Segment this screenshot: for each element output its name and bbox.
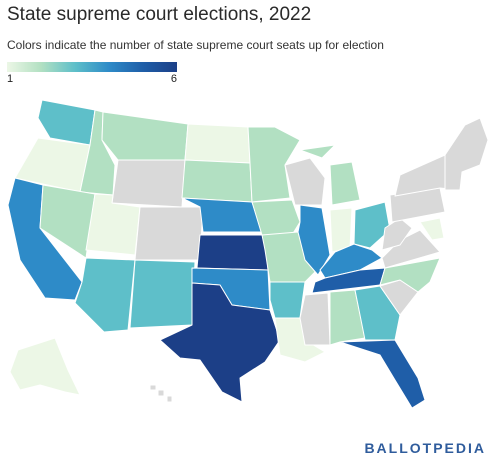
map-title: State supreme court elections, 2022 [7,4,312,25]
state-tx[interactable] [159,282,281,403]
state-az[interactable] [74,257,136,333]
color-legend: 1 6 [7,62,177,86]
legend-min-label: 1 [7,73,14,85]
state-md[interactable] [419,217,445,241]
state-co[interactable] [134,206,204,261]
state-wa[interactable] [37,99,96,146]
state-fl[interactable] [339,339,426,409]
state-ar[interactable] [269,281,306,319]
state-mi[interactable] [299,144,361,206]
state-al[interactable] [329,289,366,346]
state-ks[interactable] [196,234,269,271]
ballotpedia-logo: BALLOTPEDIA [364,440,486,456]
state-oh[interactable] [353,201,391,249]
state-nc[interactable] [379,257,441,293]
legend-gradient-bar [7,62,177,72]
state-il[interactable] [297,204,331,276]
legend-max-label: 6 [170,73,177,85]
state-nd[interactable] [184,123,251,164]
state-in[interactable] [329,207,353,253]
state-new-england[interactable] [444,117,489,191]
state-ne[interactable] [181,197,263,233]
state-mt[interactable] [101,111,189,161]
map-subtitle: Colors indicate the number of state supr… [7,38,384,52]
state-wi[interactable] [284,157,326,206]
state-mn[interactable] [247,126,301,203]
state-ms[interactable] [299,292,331,346]
state-sd[interactable] [181,159,253,203]
state-ia[interactable] [251,199,301,236]
state-ak[interactable] [9,337,81,396]
state-hi[interactable] [149,384,173,403]
state-wy[interactable] [111,159,186,208]
state-nm[interactable] [129,259,196,329]
